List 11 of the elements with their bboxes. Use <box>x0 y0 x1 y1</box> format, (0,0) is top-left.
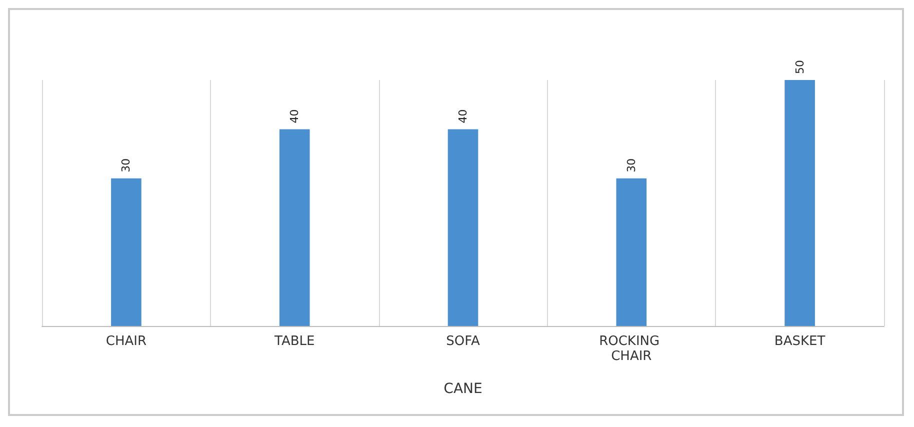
data-label: 30 <box>120 158 133 172</box>
x-axis-title: CANE <box>444 381 482 397</box>
data-label: 40 <box>456 109 470 124</box>
data-label: 50 <box>793 60 806 74</box>
x-tick-label: BASKET <box>774 334 826 349</box>
data-label: 40 <box>288 109 302 124</box>
x-tick-label: SOFA <box>446 334 480 349</box>
data-label: 30 <box>624 158 638 172</box>
x-tick-label: ROCKING CHAIR <box>599 334 664 364</box>
x-tick-label: CHAIR <box>106 334 147 349</box>
x-tick-label: TABLE <box>274 334 315 349</box>
